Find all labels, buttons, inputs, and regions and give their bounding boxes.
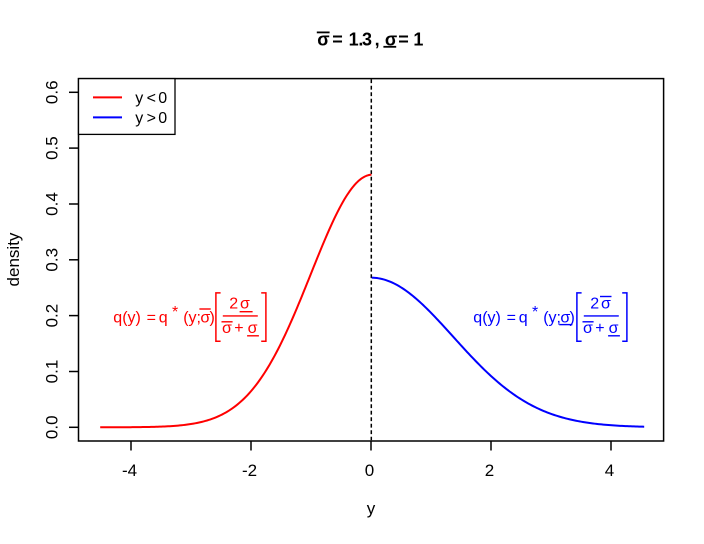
svg-text:*: * — [172, 304, 178, 321]
svg-text:q: q — [519, 310, 528, 327]
svg-text:density: density — [4, 232, 23, 286]
svg-text:σ: σ — [583, 320, 593, 337]
svg-text:0.2: 0.2 — [42, 304, 61, 328]
svg-text:1: 1 — [349, 29, 359, 49]
svg-text:y: y — [367, 499, 376, 518]
svg-text:q(y): q(y) — [113, 310, 141, 327]
svg-text:>: > — [147, 110, 156, 127]
svg-text:1: 1 — [413, 29, 423, 49]
svg-text:y: y — [135, 110, 143, 127]
svg-text:σ: σ — [385, 29, 397, 49]
svg-text:σ: σ — [560, 310, 570, 327]
svg-text:.: . — [358, 29, 363, 49]
svg-text:=: = — [507, 310, 516, 327]
svg-text:+: + — [234, 320, 243, 337]
svg-text:(y;: (y; — [183, 310, 201, 327]
svg-text:q: q — [159, 310, 168, 327]
svg-text:σ: σ — [317, 29, 329, 49]
svg-text:-4: -4 — [122, 461, 137, 480]
svg-text:q(y): q(y) — [473, 310, 501, 327]
svg-text:0: 0 — [365, 461, 374, 480]
svg-text:=: = — [332, 29, 343, 49]
svg-text:σ: σ — [200, 310, 210, 327]
svg-text:=: = — [398, 29, 409, 49]
svg-text:σ: σ — [609, 320, 619, 337]
svg-text:): ) — [570, 310, 575, 327]
svg-text:0.1: 0.1 — [42, 360, 61, 384]
svg-text:2: 2 — [485, 461, 494, 480]
svg-text:(y;: (y; — [543, 310, 561, 327]
svg-text:4: 4 — [605, 461, 614, 480]
svg-text:σ: σ — [222, 320, 232, 337]
svg-text:2: 2 — [229, 296, 238, 313]
svg-text:σ: σ — [601, 296, 611, 313]
svg-text:2: 2 — [590, 296, 599, 313]
svg-text:σ: σ — [240, 296, 250, 313]
svg-text:0.3: 0.3 — [42, 248, 61, 272]
svg-text:0.6: 0.6 — [42, 80, 61, 104]
svg-text:<: < — [147, 90, 156, 107]
svg-text:+: + — [595, 320, 604, 337]
svg-text:0: 0 — [158, 110, 167, 127]
svg-text:3: 3 — [362, 29, 372, 49]
svg-text:σ: σ — [248, 320, 258, 337]
svg-text:0.4: 0.4 — [42, 192, 61, 216]
svg-text:,: , — [375, 29, 380, 49]
svg-text:=: = — [147, 310, 156, 327]
svg-text:0: 0 — [158, 90, 167, 107]
svg-text:0.0: 0.0 — [42, 415, 61, 439]
svg-text:*: * — [532, 304, 538, 321]
svg-text:y: y — [135, 90, 143, 107]
svg-text:): ) — [210, 310, 215, 327]
svg-text:-2: -2 — [242, 461, 257, 480]
svg-text:0.5: 0.5 — [42, 136, 61, 160]
